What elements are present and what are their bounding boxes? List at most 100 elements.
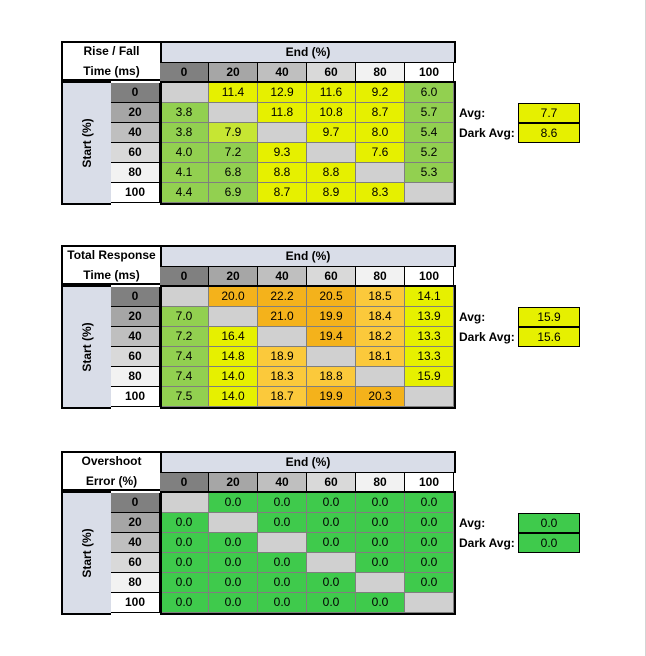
value-cell	[160, 83, 209, 103]
row-header-20: 20	[111, 513, 160, 533]
value-cell: 18.9	[258, 347, 307, 367]
dark-avg-value: 15.6	[518, 327, 580, 347]
end-percent-header: End (%)	[160, 41, 456, 63]
value-cell: 0.0	[258, 573, 307, 593]
col-header-0: 0	[160, 267, 209, 287]
col-header-80: 80	[356, 473, 405, 493]
value-cell: 18.4	[356, 307, 405, 327]
start-percent-label: Start (%)	[80, 118, 94, 168]
value-cell	[258, 327, 307, 347]
value-cell: 0.0	[160, 533, 209, 553]
value-cell	[209, 103, 258, 123]
table-title-line1: Rise / Fall	[83, 44, 140, 58]
dark-avg-value: 8.6	[518, 123, 580, 143]
value-cell: 0.0	[307, 593, 356, 613]
col-header-60: 60	[307, 267, 356, 287]
value-cell: 0.0	[209, 493, 258, 513]
value-cell: 9.2	[356, 83, 405, 103]
col-header-0: 0	[160, 63, 209, 83]
value-cell: 11.6	[307, 83, 356, 103]
value-cell: 18.5	[356, 287, 405, 307]
col-header-40: 40	[258, 63, 307, 83]
value-cell: 11.8	[258, 103, 307, 123]
value-cell: 13.9	[405, 307, 454, 327]
row-header-100: 100	[111, 183, 160, 203]
value-cell: 7.5	[160, 387, 209, 407]
value-cell: 5.2	[405, 143, 454, 163]
value-cell: 9.7	[307, 123, 356, 143]
avg-value: 0.0	[518, 513, 580, 533]
value-cell	[160, 287, 209, 307]
value-cell: 13.3	[405, 347, 454, 367]
value-cell: 0.0	[356, 533, 405, 553]
avg-value: 15.9	[518, 307, 580, 327]
value-cell: 20.3	[356, 387, 405, 407]
value-cell	[405, 387, 454, 407]
value-cell: 21.0	[258, 307, 307, 327]
table-title-line2: Error (%)	[85, 474, 138, 488]
value-cell: 0.0	[405, 533, 454, 553]
value-cell: 0.0	[209, 553, 258, 573]
col-header-40: 40	[258, 473, 307, 493]
value-cell: 14.8	[209, 347, 258, 367]
value-cell: 8.3	[356, 183, 405, 203]
row-header-20: 20	[111, 103, 160, 123]
avg-value: 7.7	[518, 103, 580, 123]
value-cell	[356, 573, 405, 593]
value-cell: 20.0	[209, 287, 258, 307]
row-header-80: 80	[111, 163, 160, 183]
col-header-0: 0	[160, 473, 209, 493]
row-header-0: 0	[111, 83, 160, 103]
table-title-line2: Time (ms)	[83, 268, 140, 282]
value-cell	[307, 553, 356, 573]
avg-label: Avg:	[459, 516, 486, 530]
col-header-80: 80	[356, 63, 405, 83]
value-cell: 18.8	[307, 367, 356, 387]
value-cell	[356, 367, 405, 387]
row-header-100: 100	[111, 387, 160, 407]
value-cell	[356, 163, 405, 183]
value-cell: 0.0	[307, 533, 356, 553]
value-cell: 18.7	[258, 387, 307, 407]
row-header-20: 20	[111, 307, 160, 327]
value-cell: 7.4	[160, 367, 209, 387]
value-cell: 4.4	[160, 183, 209, 203]
value-cell: 4.0	[160, 143, 209, 163]
table-title-line2: Time (ms)	[83, 64, 140, 78]
value-cell: 3.8	[160, 103, 209, 123]
value-cell	[160, 493, 209, 513]
value-cell: 3.8	[160, 123, 209, 143]
start-percent-label: Start (%)	[80, 528, 94, 578]
dark-avg-label: Dark Avg:	[459, 126, 515, 140]
value-cell: 7.4	[160, 347, 209, 367]
value-cell: 8.0	[356, 123, 405, 143]
value-cell: 14.0	[209, 367, 258, 387]
col-header-100: 100	[405, 473, 454, 493]
start-percent-label: Start (%)	[80, 322, 94, 372]
value-cell: 16.4	[209, 327, 258, 347]
table-title: Total Response Time (ms)	[61, 245, 160, 285]
table-title: Rise / Fall Time (ms)	[61, 41, 160, 81]
row-header-40: 40	[111, 533, 160, 553]
value-cell	[307, 347, 356, 367]
value-cell: 0.0	[356, 513, 405, 533]
overshoot-error-table: Overshoot Error (%) End (%) 0 20 40 60 8…	[0, 451, 646, 621]
value-cell: 0.0	[160, 573, 209, 593]
value-cell: 8.7	[356, 103, 405, 123]
table-title-line1: Overshoot	[81, 454, 142, 468]
col-header-60: 60	[307, 63, 356, 83]
row-header-40: 40	[111, 123, 160, 143]
avg-label: Avg:	[459, 106, 486, 120]
value-cell: 19.4	[307, 327, 356, 347]
value-cell: 8.7	[258, 183, 307, 203]
col-header-100: 100	[405, 63, 454, 83]
value-cell: 8.8	[307, 163, 356, 183]
value-cell: 5.3	[405, 163, 454, 183]
value-cell	[258, 123, 307, 143]
value-cell: 0.0	[160, 553, 209, 573]
value-cell: 13.3	[405, 327, 454, 347]
value-cell: 0.0	[209, 533, 258, 553]
value-cell: 18.2	[356, 327, 405, 347]
table-title-line1: Total Response	[67, 248, 156, 262]
value-cell: 0.0	[405, 553, 454, 573]
